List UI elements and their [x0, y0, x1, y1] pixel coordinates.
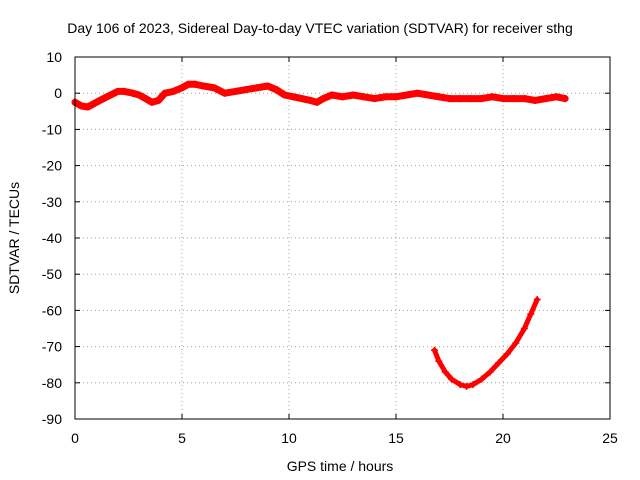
data-point [114, 87, 122, 95]
data-point [424, 91, 432, 99]
data-point [319, 95, 327, 103]
data-point [456, 381, 464, 389]
data-point [503, 350, 511, 358]
data-point [232, 87, 239, 95]
y-tick-label: -20 [42, 158, 62, 174]
data-point [488, 93, 496, 101]
y-axis-label: SDTVAR / TECUs [6, 182, 22, 294]
data-point [142, 95, 150, 103]
data-point [281, 91, 289, 99]
data-point [527, 310, 535, 318]
x-axis-label: GPS time / hours [287, 458, 394, 474]
data-point [191, 80, 199, 88]
data-point [467, 95, 475, 103]
data-point [77, 102, 85, 110]
data-point [456, 95, 464, 103]
data-point [129, 89, 137, 97]
series-sdtvar-main [71, 80, 569, 111]
y-tick-label: -40 [42, 230, 62, 246]
data-point [103, 93, 111, 101]
data-point [371, 95, 379, 103]
data-point [289, 93, 297, 101]
data-point [431, 346, 439, 354]
data-point [135, 91, 143, 99]
data-point [469, 381, 477, 389]
data-point [495, 359, 503, 367]
data-point [520, 325, 528, 332]
y-tick-label: -70 [42, 339, 62, 355]
data-point [169, 87, 177, 95]
data-point [328, 91, 336, 99]
data-point [463, 382, 471, 390]
data-point [264, 82, 272, 90]
y-tick-label: -60 [42, 302, 62, 318]
data-point [478, 95, 486, 103]
grid-lines [75, 57, 610, 419]
data-point [120, 87, 128, 95]
data-point [533, 296, 541, 304]
y-tick-label: -10 [42, 121, 62, 137]
data-point [561, 95, 569, 103]
x-tick-label: 25 [602, 430, 618, 446]
data-point [154, 96, 162, 104]
data-point [520, 95, 528, 103]
x-tick-label: 10 [281, 430, 297, 446]
data-point [92, 98, 100, 106]
data-point [148, 98, 156, 106]
data-point [499, 95, 507, 103]
data-point [242, 86, 250, 94]
x-tick-label: 15 [388, 430, 404, 446]
data-point [510, 95, 518, 103]
data-point [446, 95, 453, 103]
data-point [298, 95, 306, 103]
data-point [403, 91, 411, 99]
data-point [413, 89, 421, 97]
x-tick-label: 20 [495, 430, 511, 446]
y-tick-label: -90 [42, 411, 62, 427]
data-point [306, 96, 314, 104]
data-point [441, 368, 449, 376]
data-point [392, 93, 400, 101]
data-point [553, 93, 560, 101]
data-point [84, 103, 92, 111]
y-tick-label: -30 [42, 194, 62, 210]
data-point [360, 93, 368, 101]
data-point [478, 375, 486, 383]
data-point [253, 84, 261, 92]
data-point [381, 93, 389, 101]
axis-ticks: 0 5 10 15 20 25 10 0 -10 -20 -30 -40 -50 -60 -70 -80 -90 [42, 49, 618, 446]
data-point [486, 368, 494, 376]
y-tick-label: -80 [42, 375, 62, 391]
data-point [272, 86, 280, 94]
data-point [178, 84, 186, 92]
data-point [531, 96, 539, 104]
data-point [542, 95, 550, 103]
data-point [349, 91, 357, 99]
chart-title: Day 106 of 2023, Sidereal Day-to-day VTE… [67, 20, 573, 36]
data-point [313, 98, 321, 106]
y-tick-label: -50 [42, 266, 62, 282]
data-point [199, 82, 207, 90]
x-tick-label: 5 [178, 430, 186, 446]
data-series [71, 80, 569, 390]
y-tick-label: 0 [54, 85, 62, 101]
series-sdtvar-late [431, 296, 541, 390]
data-point [448, 375, 456, 383]
data-point [161, 89, 169, 97]
series-band [432, 297, 540, 389]
data-point [435, 93, 443, 101]
data-point [339, 93, 346, 101]
data-point [184, 80, 192, 88]
data-point [512, 339, 520, 347]
data-point [435, 357, 443, 365]
y-tick-label: 10 [46, 49, 62, 65]
data-point [221, 89, 229, 97]
x-tick-label: 0 [71, 430, 79, 446]
data-point [210, 84, 218, 92]
